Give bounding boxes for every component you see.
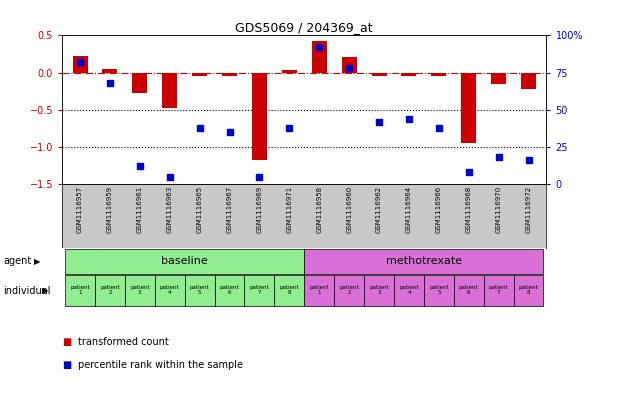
Bar	[432, 73, 446, 76]
Bar	[102, 69, 117, 73]
Text: patient
3: patient 3	[130, 285, 150, 296]
Bar	[245, 275, 274, 306]
Point	[75, 59, 85, 65]
Bar	[461, 73, 476, 143]
Bar	[73, 56, 88, 73]
Text: patient
3: patient 3	[369, 285, 389, 296]
Point	[225, 129, 235, 135]
Point	[374, 119, 384, 125]
Text: GSM1116963: GSM1116963	[167, 185, 173, 233]
Text: methotrexate: methotrexate	[386, 256, 462, 266]
Text: patient
2: patient 2	[100, 285, 120, 296]
Bar	[371, 73, 386, 76]
Text: GSM1116959: GSM1116959	[107, 185, 113, 233]
Text: GSM1116958: GSM1116958	[316, 185, 322, 233]
Text: patient
6: patient 6	[459, 285, 479, 296]
Point	[165, 174, 175, 180]
Bar	[65, 249, 304, 274]
Bar	[132, 73, 147, 94]
Bar	[125, 275, 155, 306]
Text: ■: ■	[62, 360, 71, 371]
Text: GSM1116960: GSM1116960	[346, 185, 352, 233]
Bar	[521, 73, 536, 89]
Bar	[274, 275, 304, 306]
Bar	[484, 275, 514, 306]
Bar	[454, 275, 484, 306]
Text: GSM1116968: GSM1116968	[466, 185, 472, 233]
Bar	[65, 275, 95, 306]
Bar	[364, 275, 394, 306]
Point	[404, 116, 414, 122]
Text: GSM1116967: GSM1116967	[227, 185, 232, 233]
Text: GSM1116970: GSM1116970	[496, 185, 502, 233]
Point	[135, 163, 145, 169]
Bar	[222, 73, 237, 76]
Text: GSM1116969: GSM1116969	[256, 185, 263, 233]
Text: patient
1: patient 1	[70, 285, 90, 296]
Bar	[304, 275, 334, 306]
Text: GSM1116966: GSM1116966	[436, 185, 442, 233]
Bar	[184, 275, 215, 306]
Point	[105, 80, 115, 86]
Bar	[334, 275, 364, 306]
Point	[255, 174, 265, 180]
Text: GSM1116965: GSM1116965	[197, 185, 202, 233]
Bar	[252, 73, 267, 160]
Text: GSM1116962: GSM1116962	[376, 185, 382, 233]
Bar	[342, 57, 356, 73]
Point	[314, 44, 324, 50]
Point	[464, 169, 474, 176]
Text: GSM1116971: GSM1116971	[286, 185, 292, 233]
Point	[524, 157, 533, 163]
Text: GSM1116964: GSM1116964	[406, 185, 412, 233]
Text: individual: individual	[3, 286, 50, 296]
Bar	[192, 73, 207, 76]
Text: patient
5: patient 5	[190, 285, 209, 296]
Text: patient
1: patient 1	[309, 285, 329, 296]
Text: patient
7: patient 7	[489, 285, 509, 296]
Text: transformed count: transformed count	[78, 337, 168, 347]
Bar	[424, 275, 454, 306]
Text: GSM1116957: GSM1116957	[77, 185, 83, 233]
Text: ■: ■	[62, 337, 71, 347]
Bar	[162, 73, 177, 108]
Bar	[304, 249, 543, 274]
Text: patient
8: patient 8	[519, 285, 538, 296]
Text: patient
7: patient 7	[250, 285, 270, 296]
Text: ▶: ▶	[34, 257, 40, 266]
Bar	[312, 40, 327, 73]
Bar	[95, 275, 125, 306]
Text: GSM1116961: GSM1116961	[137, 185, 143, 233]
Bar	[514, 275, 543, 306]
Bar	[215, 275, 245, 306]
Text: agent: agent	[3, 256, 31, 266]
Text: percentile rank within the sample: percentile rank within the sample	[78, 360, 243, 371]
Bar	[282, 70, 297, 73]
Text: patient
4: patient 4	[399, 285, 419, 296]
Point	[284, 125, 294, 131]
Text: baseline: baseline	[161, 256, 208, 266]
Point	[344, 65, 354, 71]
Text: patient
2: patient 2	[339, 285, 359, 296]
Text: GSM1116972: GSM1116972	[525, 185, 532, 233]
Bar	[394, 275, 424, 306]
Point	[194, 125, 204, 131]
Point	[494, 154, 504, 161]
Text: patient
4: patient 4	[160, 285, 179, 296]
Bar	[155, 275, 184, 306]
Text: patient
6: patient 6	[220, 285, 239, 296]
Title: GDS5069 / 204369_at: GDS5069 / 204369_at	[235, 21, 373, 34]
Text: ▶: ▶	[42, 286, 48, 295]
Bar	[491, 73, 506, 84]
Bar	[401, 73, 417, 76]
Text: patient
8: patient 8	[279, 285, 299, 296]
Text: patient
5: patient 5	[429, 285, 448, 296]
Point	[434, 125, 444, 131]
